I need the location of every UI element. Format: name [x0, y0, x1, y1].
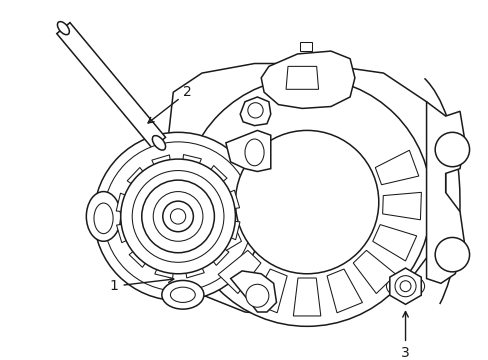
Polygon shape	[372, 225, 416, 261]
Circle shape	[247, 103, 263, 118]
Polygon shape	[426, 102, 464, 283]
Polygon shape	[197, 225, 241, 261]
Polygon shape	[225, 130, 270, 171]
Circle shape	[153, 192, 203, 241]
Polygon shape	[326, 269, 362, 313]
Polygon shape	[57, 23, 165, 148]
Ellipse shape	[244, 139, 264, 166]
Polygon shape	[218, 250, 261, 293]
Text: 3: 3	[400, 311, 409, 360]
Polygon shape	[389, 268, 420, 304]
Polygon shape	[180, 154, 201, 192]
Polygon shape	[192, 192, 231, 220]
Polygon shape	[230, 271, 276, 312]
Circle shape	[245, 284, 268, 307]
Polygon shape	[240, 97, 270, 126]
Circle shape	[121, 159, 235, 274]
Polygon shape	[285, 66, 318, 89]
Circle shape	[132, 171, 224, 262]
Circle shape	[394, 276, 415, 297]
Ellipse shape	[170, 287, 195, 302]
Circle shape	[399, 281, 410, 292]
Circle shape	[183, 78, 430, 326]
Polygon shape	[159, 63, 445, 317]
Text: 1: 1	[109, 277, 173, 293]
Polygon shape	[352, 250, 395, 293]
Ellipse shape	[94, 203, 113, 234]
Polygon shape	[203, 219, 240, 240]
Circle shape	[434, 132, 468, 167]
Polygon shape	[127, 167, 161, 201]
Ellipse shape	[162, 280, 203, 309]
Polygon shape	[202, 190, 239, 213]
Polygon shape	[129, 233, 163, 267]
Polygon shape	[116, 220, 154, 243]
Polygon shape	[293, 278, 320, 316]
Polygon shape	[261, 51, 354, 108]
Ellipse shape	[152, 136, 165, 150]
Circle shape	[170, 209, 185, 224]
Circle shape	[142, 180, 214, 253]
Circle shape	[434, 238, 468, 272]
Polygon shape	[151, 155, 174, 192]
Polygon shape	[182, 241, 204, 278]
Polygon shape	[374, 150, 418, 185]
Polygon shape	[300, 41, 311, 51]
Polygon shape	[155, 241, 175, 278]
Text: 2: 2	[148, 85, 192, 123]
Circle shape	[103, 142, 252, 291]
Ellipse shape	[57, 22, 69, 35]
Polygon shape	[251, 269, 286, 313]
Circle shape	[94, 132, 262, 301]
Circle shape	[235, 130, 378, 274]
Circle shape	[163, 201, 193, 232]
Polygon shape	[193, 166, 226, 200]
Polygon shape	[116, 193, 153, 214]
Polygon shape	[194, 232, 228, 265]
Polygon shape	[382, 192, 421, 220]
Ellipse shape	[86, 192, 121, 241]
